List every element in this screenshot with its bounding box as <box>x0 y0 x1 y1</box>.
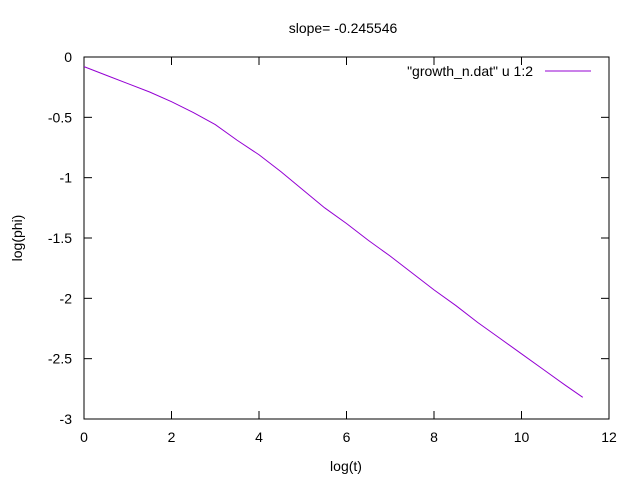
x-tick-label: 6 <box>343 429 351 445</box>
series-layer <box>83 66 584 398</box>
x-tick-label: 12 <box>601 429 617 445</box>
y-tick-label: -2.5 <box>48 351 72 367</box>
x-tick-label: 0 <box>80 429 88 445</box>
legend-label: "growth_n.dat" u 1:2 <box>407 63 533 79</box>
y-tick-label: -2 <box>60 290 73 306</box>
y-axis-label: log(phi) <box>9 215 25 262</box>
plot-frame <box>83 56 610 420</box>
y-tick-label: -3 <box>60 411 73 427</box>
chart-title: slope= -0.245546 <box>289 20 398 36</box>
y-tick-label: 0 <box>64 49 72 65</box>
x-axis-label: log(t) <box>330 458 362 474</box>
x-tick-label: 10 <box>514 429 530 445</box>
y-tick-label: -1.5 <box>48 230 72 246</box>
x-tick-label: 4 <box>255 429 263 445</box>
legend: "growth_n.dat" u 1:2 <box>407 63 591 79</box>
x-tick-label: 8 <box>430 429 438 445</box>
y-tick-label: -0.5 <box>48 109 72 125</box>
y-tick-label: -1 <box>60 170 73 186</box>
ticks-layer: 0 2 4 6 8 10 12 0 -0.5 -1 -1.5 -2 -2.5 -3 <box>48 49 617 445</box>
series-line <box>83 66 584 398</box>
x-tick-label: 2 <box>168 429 176 445</box>
